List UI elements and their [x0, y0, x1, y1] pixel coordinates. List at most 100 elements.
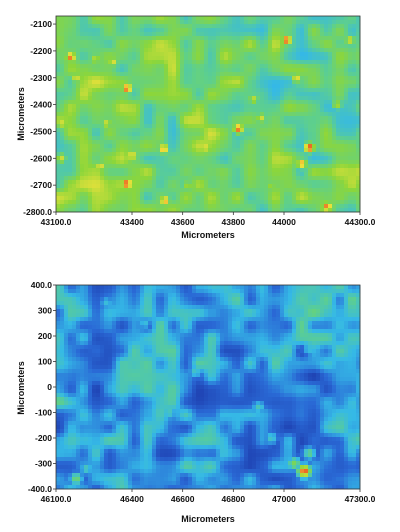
heatmap-cell [256, 136, 261, 141]
heatmap-cell [232, 289, 237, 294]
heatmap-cell [156, 289, 161, 294]
heatmap-cell [212, 52, 217, 57]
heatmap-cell [136, 20, 141, 25]
heatmap-cell [180, 317, 185, 322]
heatmap-cell [152, 156, 157, 161]
heatmap-cell [256, 28, 261, 33]
heatmap-cell [268, 208, 273, 213]
heatmap-cell [280, 128, 285, 133]
heatmap-cell [232, 152, 237, 157]
heatmap-cell [272, 24, 277, 29]
heatmap-cell [152, 128, 157, 133]
heatmap-cell [352, 68, 357, 73]
heatmap-cell [120, 345, 125, 350]
heatmap-cell [172, 28, 177, 33]
heatmap-cell [140, 148, 145, 153]
heatmap-cell [84, 88, 89, 93]
heatmap-cell [116, 333, 121, 338]
heatmap-cell [208, 317, 213, 322]
heatmap-cell [104, 176, 109, 181]
heatmap-cell [96, 285, 101, 290]
heatmap-cell [276, 116, 281, 121]
heatmap-cell [336, 120, 341, 125]
heatmap-cell [80, 293, 85, 298]
heatmap-cell [88, 317, 93, 322]
heatmap-cell [80, 140, 85, 145]
heatmap-cell [124, 337, 129, 342]
heatmap-cell [120, 309, 125, 314]
heatmap-cell [92, 180, 97, 185]
heatmap-cell [200, 204, 205, 209]
heatmap-cell [264, 172, 269, 177]
heatmap-cell [304, 80, 309, 85]
heatmap-cell [232, 144, 237, 149]
heatmap-cell [140, 285, 145, 290]
heatmap-cell [200, 309, 205, 314]
heatmap-cell [160, 333, 165, 338]
heatmap-cell [104, 164, 109, 169]
heatmap-cell [228, 84, 233, 89]
heatmap-cell [84, 44, 89, 49]
heatmap-cell [240, 329, 245, 334]
heatmap-cell [264, 20, 269, 25]
heatmap-cell [236, 20, 241, 25]
heatmap-cell [144, 337, 149, 342]
heatmap-cell [344, 152, 349, 157]
heatmap-cell [172, 208, 177, 213]
heatmap-cell [72, 92, 77, 97]
heatmap-cell [96, 60, 101, 65]
heatmap-cell [356, 192, 361, 197]
heatmap-cell [296, 24, 301, 29]
heatmap-cell [212, 80, 217, 85]
heatmap-cell [328, 337, 333, 342]
heatmap-cell [200, 92, 205, 97]
heatmap-cell [148, 301, 153, 306]
heatmap-cell [148, 128, 153, 133]
heatmap-cell [164, 140, 169, 145]
heatmap-cell [116, 345, 121, 350]
heatmap-cell [252, 176, 257, 181]
heatmap-cell [120, 108, 125, 113]
heatmap-cell [76, 116, 81, 121]
heatmap-cell [100, 329, 105, 334]
heatmap-cell [100, 305, 105, 310]
heatmap-cell [144, 341, 149, 346]
heatmap-cell [192, 84, 197, 89]
heatmap-cell [244, 329, 249, 334]
heatmap-cell [132, 172, 137, 177]
heatmap-cell [144, 164, 149, 169]
heatmap-cell [104, 168, 109, 173]
heatmap-cell [88, 100, 93, 105]
heatmap-cell [324, 92, 329, 97]
heatmap-cell [168, 80, 173, 85]
heatmap-cell [312, 321, 317, 326]
heatmap-cell [336, 297, 341, 302]
heatmap-cell [236, 116, 241, 121]
heatmap-cell [96, 128, 101, 133]
heatmap-cell [196, 196, 201, 201]
heatmap-cell [184, 184, 189, 189]
heatmap-cell [268, 176, 273, 181]
heatmap-cell [216, 144, 221, 149]
heatmap-cell [108, 188, 113, 193]
heatmap-cell [204, 305, 209, 310]
heatmap-cell [220, 96, 225, 101]
heatmap-cell [188, 305, 193, 310]
heatmap-cell [348, 208, 353, 213]
heatmap-cell [92, 156, 97, 161]
heatmap-cell [348, 329, 353, 334]
heatmap-cell [72, 152, 77, 157]
heatmap-cell [136, 321, 141, 326]
heatmap-cell [92, 112, 97, 117]
heatmap-cell [280, 180, 285, 185]
heatmap-cell [104, 32, 109, 37]
heatmap-cell [320, 289, 325, 294]
heatmap-cell [248, 333, 253, 338]
heatmap-cell [112, 345, 117, 350]
heatmap-cell [208, 168, 213, 173]
heatmap-cell [160, 28, 165, 33]
heatmap-cell [212, 120, 217, 125]
heatmap-cell [344, 285, 349, 290]
heatmap-cell [184, 36, 189, 41]
heatmap-cell [184, 341, 189, 346]
